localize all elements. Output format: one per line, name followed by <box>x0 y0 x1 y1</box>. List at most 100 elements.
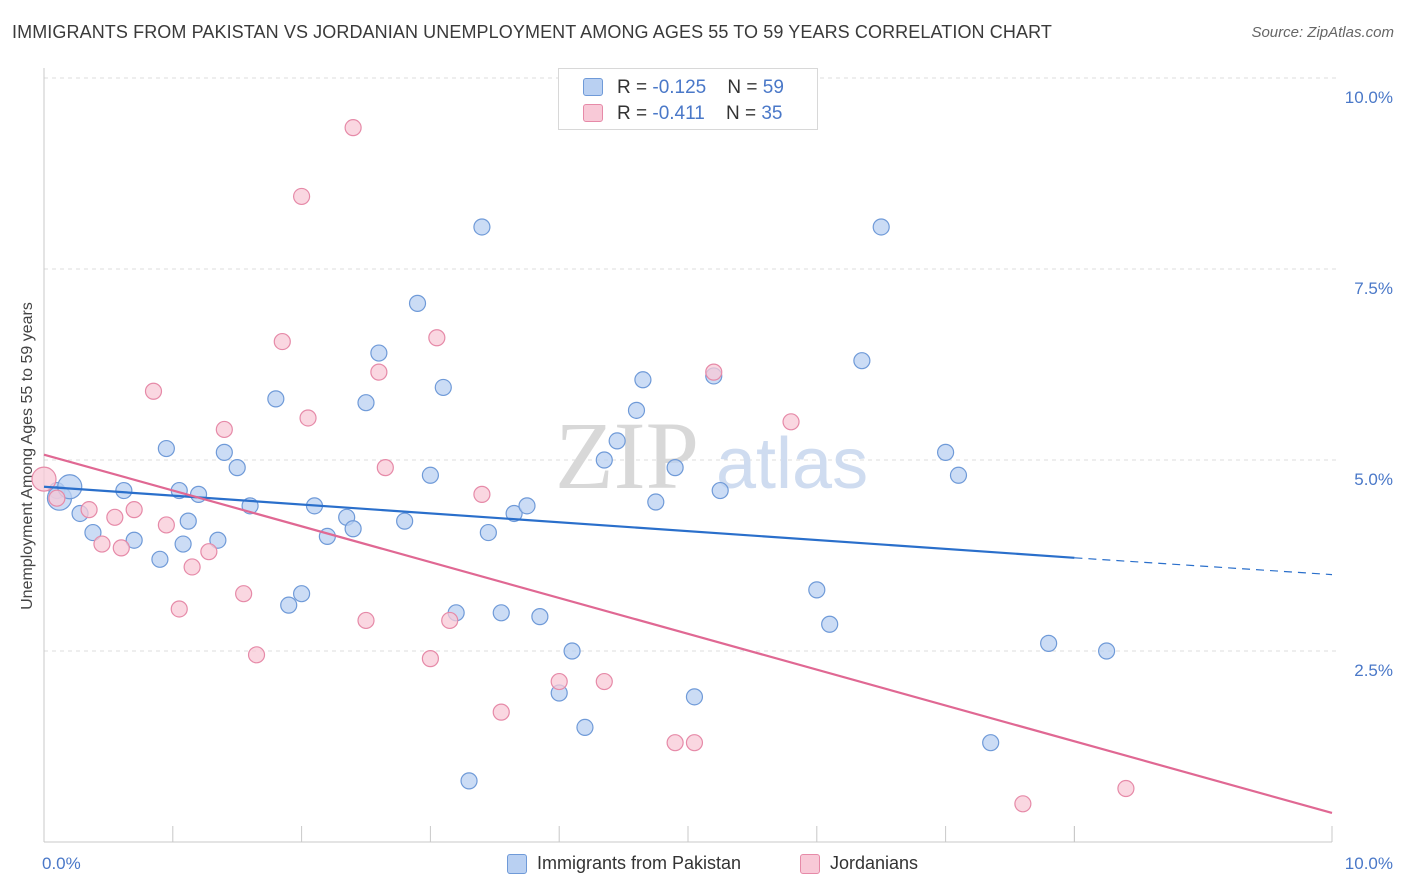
pakistan-point <box>563 642 581 660</box>
jordan-point <box>473 485 491 503</box>
jordan-legend-label: Jordanians <box>830 853 919 873</box>
jordan-point <box>235 585 253 603</box>
chart-title: IMMIGRANTS FROM PAKISTAN VS JORDANIAN UN… <box>12 22 1052 42</box>
n-value-pakistan: 59 <box>762 77 784 98</box>
pakistan-point <box>853 352 871 370</box>
jordan-point <box>273 332 291 351</box>
pakistan-legend-swatch <box>507 854 527 874</box>
y-tick-label: 10.0% <box>1345 88 1393 107</box>
pakistan-point <box>280 596 298 614</box>
pakistan-swatch <box>583 78 603 96</box>
x-tick-label: 0.0% <box>42 854 81 873</box>
pakistan-point <box>627 401 646 419</box>
correlation-legend: R = -0.125 N = 59 R = -0.411 N = 35 <box>558 68 818 130</box>
pakistan-point <box>518 497 536 515</box>
pakistan-point <box>492 604 510 622</box>
pakistan-point <box>473 218 491 236</box>
pakistan-point <box>460 772 478 790</box>
jordan-point <box>247 646 266 664</box>
x-tick-label: 10.0% <box>1345 854 1393 873</box>
pakistan-point <box>1097 642 1116 660</box>
jordan-point <box>215 420 233 439</box>
jordan-point <box>421 650 439 668</box>
pakistan-point <box>982 734 1000 752</box>
r-label: R = <box>617 77 653 98</box>
jordan-point <box>685 734 704 752</box>
pakistan-point <box>174 535 192 553</box>
jordan-point <box>48 489 66 507</box>
pakistan-point <box>1040 634 1058 652</box>
pakistan-point <box>647 493 665 511</box>
pakistan-point <box>479 523 497 542</box>
pakistan-point <box>408 294 427 312</box>
jordan-point <box>550 672 568 691</box>
pakistan-point <box>821 615 839 633</box>
r-label: R = <box>617 103 653 124</box>
r-value-jordan: -0.411 <box>652 103 705 124</box>
pakistan-point <box>666 459 684 477</box>
jordan-point <box>595 672 613 691</box>
jordan-point <box>1117 779 1135 798</box>
jordan-point <box>299 409 317 427</box>
pakistan-point <box>115 481 133 500</box>
n-value-jordan: 35 <box>761 103 783 124</box>
pakistan-point <box>357 394 375 412</box>
pakistan-point <box>685 688 704 706</box>
jordan-point <box>428 329 446 347</box>
pakistan-point <box>711 481 729 500</box>
pakistan-point <box>209 531 227 549</box>
jordan-point <box>357 611 375 630</box>
pakistan-point <box>531 608 549 626</box>
data-points <box>31 119 1135 813</box>
jordan-point <box>376 459 394 477</box>
pakistan-point <box>421 466 439 484</box>
tick-labels: 2.5% 5.0% 7.5% 10.0% 0.0% 10.0% <box>42 88 1393 873</box>
jordan-point <box>441 611 459 630</box>
r-value-pakistan: -0.125 <box>652 77 707 98</box>
jordan-point <box>31 466 57 492</box>
grid-lines <box>44 77 1340 652</box>
watermark-atlas: atlas <box>716 424 868 504</box>
watermark: ZIP atlas <box>555 402 868 509</box>
jordan-point <box>1014 795 1032 813</box>
jordan-point <box>782 413 800 431</box>
pakistan-point <box>595 451 613 469</box>
jordan-point <box>370 363 388 381</box>
jordan-point <box>705 363 723 381</box>
source-label: Source: ZipAtlas.com <box>1251 24 1394 41</box>
n-label: N = <box>725 103 762 124</box>
jordan-point <box>200 543 218 561</box>
pakistan-point <box>396 512 414 530</box>
jordan-point <box>666 734 684 752</box>
pakistan-point <box>576 718 594 737</box>
jordan-point <box>93 535 111 553</box>
jordan-trend-line <box>43 453 1333 815</box>
watermark-zip: ZIP <box>555 402 699 509</box>
jordan-point <box>183 558 201 576</box>
jordan-swatch <box>583 104 603 122</box>
jordan-point <box>80 501 98 519</box>
pakistan-trend-line-extension <box>1074 557 1333 576</box>
y-tick-label: 5.0% <box>1354 470 1393 489</box>
y-tick-label: 7.5% <box>1354 279 1393 298</box>
y-tick-label: 2.5% <box>1354 661 1393 680</box>
jordan-point <box>293 187 311 206</box>
jordan-point <box>144 382 163 400</box>
n-label: N = <box>727 77 763 98</box>
pakistan-point <box>808 581 826 599</box>
pakistan-point <box>215 443 233 461</box>
pakistan-legend-label: Immigrants from Pakistan <box>537 853 742 873</box>
pakistan-point <box>157 439 175 458</box>
pakistan-point <box>293 585 311 603</box>
pakistan-point <box>505 504 523 523</box>
jordan-point <box>492 703 510 721</box>
pakistan-point <box>179 512 197 530</box>
jordan-point <box>125 501 143 519</box>
pakistan-point <box>370 344 388 362</box>
trend-lines <box>43 453 1333 815</box>
pakistan-point <box>344 520 362 538</box>
pakistan-point <box>267 390 285 408</box>
jordan-point <box>106 508 124 526</box>
pakistan-point <box>151 550 169 568</box>
